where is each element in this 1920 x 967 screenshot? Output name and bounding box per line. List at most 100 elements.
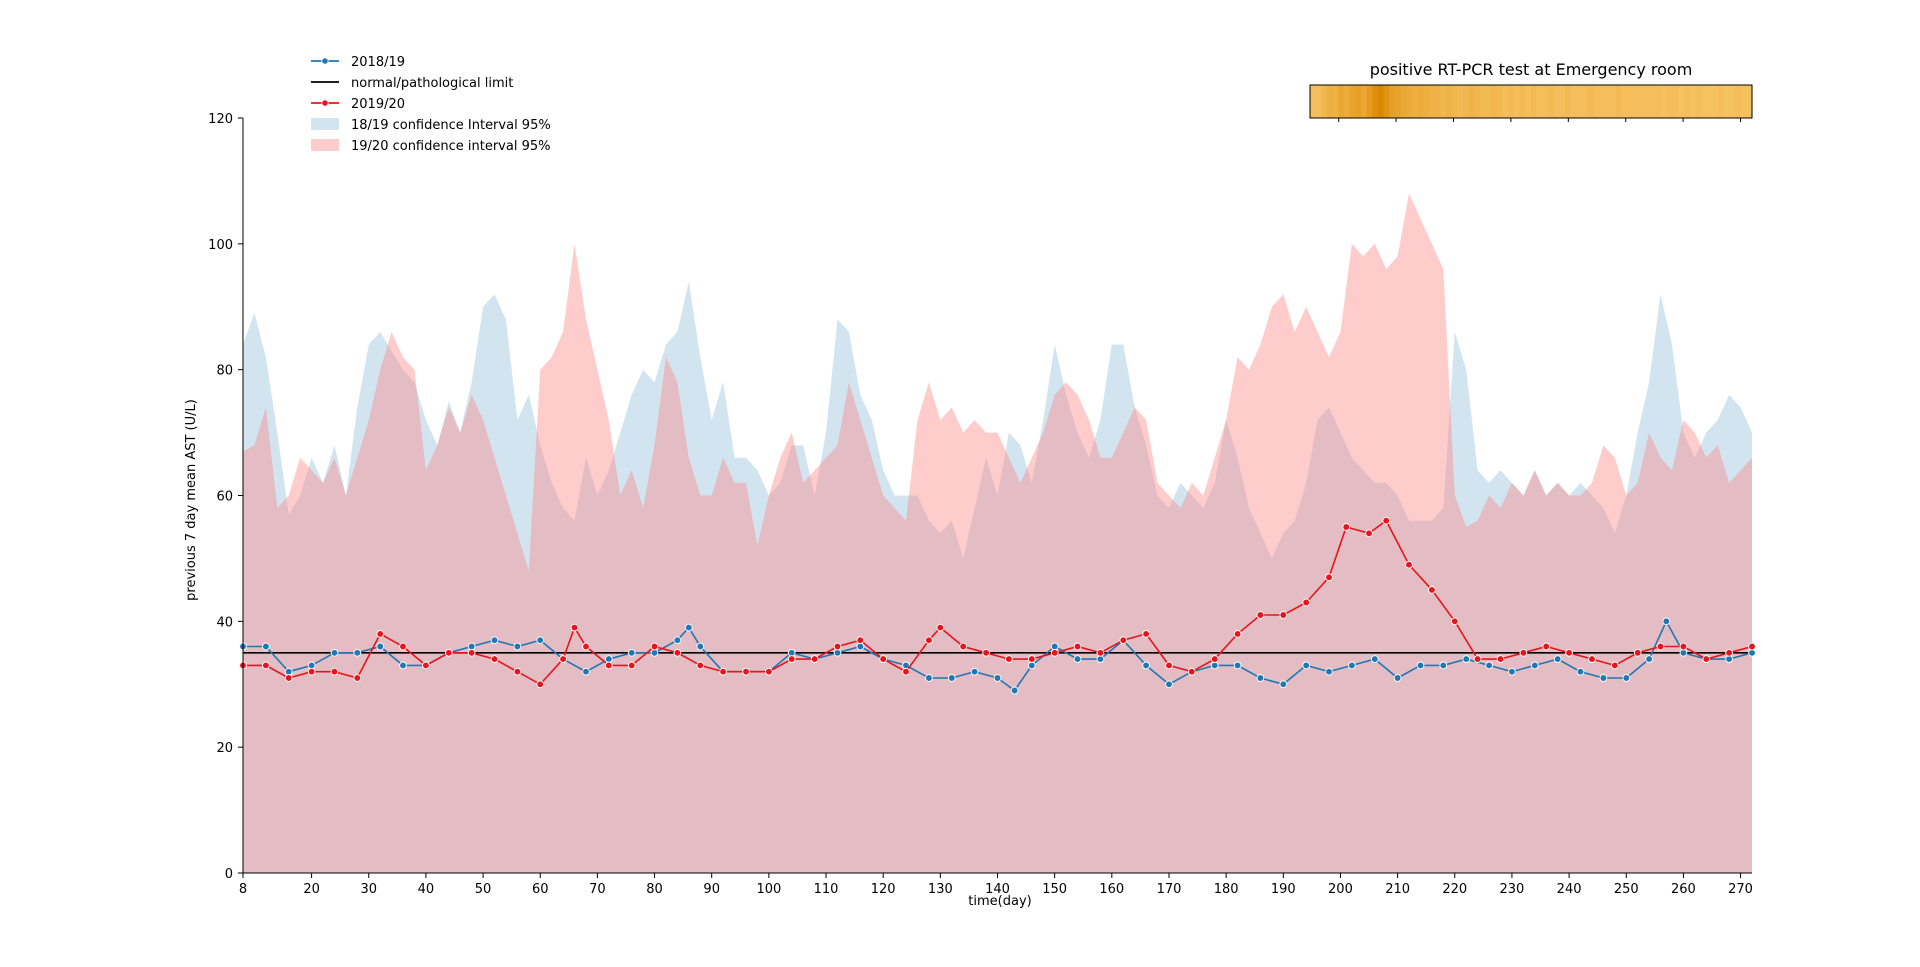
heat-cell: [1480, 85, 1487, 118]
heat-cell: [1650, 85, 1657, 118]
x-tick-label: 110: [814, 882, 839, 897]
x-tick-label: 230: [1500, 882, 1525, 897]
heat-cell: [1587, 85, 1594, 118]
series-2-point: [1096, 648, 1105, 657]
series-1-point: [604, 655, 613, 663]
series-2-point: [467, 648, 476, 657]
legend-entry-5: 19/20 confidence interval 95%: [311, 139, 550, 154]
x-tick-label: 200: [1328, 882, 1353, 897]
heat-cell: [1570, 85, 1577, 118]
x-tick-label: 80: [646, 882, 663, 897]
heat-cell: [1559, 85, 1566, 118]
rt-pcr-heat-strip: positive RT-PCR test at Emergency room: [1309, 60, 1753, 122]
x-tick-label: 40: [418, 882, 435, 897]
series-1-point: [1073, 655, 1082, 663]
series-1-point: [513, 642, 522, 651]
series-2-point: [330, 667, 339, 676]
heat-cell: [1423, 85, 1430, 118]
heat-cell: [1491, 85, 1498, 118]
series-1-point: [1027, 661, 1036, 670]
series-1-point: [684, 623, 693, 632]
heat-cell: [1519, 85, 1526, 118]
series-2-point: [604, 661, 613, 670]
y-tick-label: 40: [216, 615, 233, 630]
legend-entry-4: 18/19 confidence Interval 95%: [311, 118, 551, 133]
series-1-point: [1370, 655, 1379, 663]
series-2-point: [1610, 661, 1619, 670]
series-1-point: [1485, 661, 1493, 670]
heat-cell: [1502, 85, 1509, 118]
series-1-point: [1599, 674, 1608, 682]
heat-cell: [1723, 85, 1730, 118]
heat-cell: [1327, 85, 1334, 118]
heat-cell: [1508, 85, 1515, 118]
heat-cell: [1332, 85, 1339, 118]
series-1-point: [1142, 661, 1150, 670]
series-2-point: [1210, 655, 1219, 663]
x-tick-label: 150: [1042, 882, 1067, 897]
series-1-point: [1662, 617, 1671, 626]
series-1-point: [627, 648, 636, 657]
series-1-point: [284, 667, 293, 676]
legend-label: 18/19 confidence Interval 95%: [351, 118, 551, 133]
series-2-point: [719, 667, 727, 676]
legend-label: normal/pathological limit: [351, 76, 513, 91]
series-1-point: [1645, 655, 1653, 663]
x-tick-label: 60: [532, 882, 549, 897]
series-2-point: [879, 655, 888, 663]
series-2-point: [1633, 648, 1642, 657]
series-2-point: [1073, 642, 1082, 651]
heat-cell: [1684, 85, 1691, 118]
series-2-point: [582, 642, 590, 651]
series-1-point: [1622, 674, 1631, 682]
y-tick-label: 0: [225, 867, 233, 882]
series-2-point: [570, 623, 579, 632]
series-1-point: [856, 642, 865, 651]
x-tick-label: 190: [1271, 882, 1296, 897]
series-2-point: [1565, 648, 1573, 657]
heat-cell: [1593, 85, 1600, 118]
x-tick-label: 260: [1671, 882, 1696, 897]
series-2-point: [925, 636, 933, 645]
series-1-point: [582, 667, 590, 676]
series-2-point: [1279, 611, 1288, 619]
series-2-point: [1450, 617, 1459, 626]
heat-cell: [1695, 85, 1702, 118]
legend: 2018/19 normal/pathological limit 2019/20 1…: [311, 55, 551, 154]
series-2-point: [833, 642, 842, 651]
series-2-point: [1027, 655, 1036, 663]
series-1-point: [262, 642, 270, 651]
x-tick-label: 180: [1214, 882, 1239, 897]
heat-strip-frame: [1309, 84, 1753, 119]
x-tick-label: 8: [239, 882, 247, 897]
heat-cell: [1531, 85, 1538, 118]
series-2-point: [696, 661, 705, 670]
heat-cell: [1315, 85, 1322, 118]
series-2-point: [1233, 630, 1242, 638]
series-2-point: [1725, 648, 1733, 657]
x-tick-label: 270: [1728, 882, 1753, 897]
confidence-band-2: [243, 193, 1752, 873]
heat-cell: [1366, 85, 1373, 118]
heat-cell: [1548, 85, 1555, 118]
x-tick-label: 250: [1614, 882, 1639, 897]
y-tick-label: 80: [216, 364, 233, 379]
series-1-point: [1050, 642, 1059, 651]
x-tick-label: 70: [589, 882, 606, 897]
series-1-point: [696, 642, 705, 651]
series-2-point: [376, 630, 385, 638]
series-2-point: [353, 674, 362, 682]
series-2-point: [1187, 667, 1196, 676]
series-1-point: [1233, 661, 1242, 670]
series-1-point: [947, 674, 956, 682]
x-tick-label: 20: [303, 882, 320, 897]
x-tick-label: 170: [1157, 882, 1182, 897]
heat-cell: [1429, 85, 1436, 118]
series-2-point: [1165, 661, 1173, 670]
heat-cell: [1616, 85, 1623, 118]
series-2-point: [787, 655, 796, 663]
heat-cell: [1349, 85, 1356, 118]
y-axis-label: previous 7 day mean AST (U/L): [184, 399, 199, 601]
legend-entry-1: 2018/19: [311, 55, 405, 70]
